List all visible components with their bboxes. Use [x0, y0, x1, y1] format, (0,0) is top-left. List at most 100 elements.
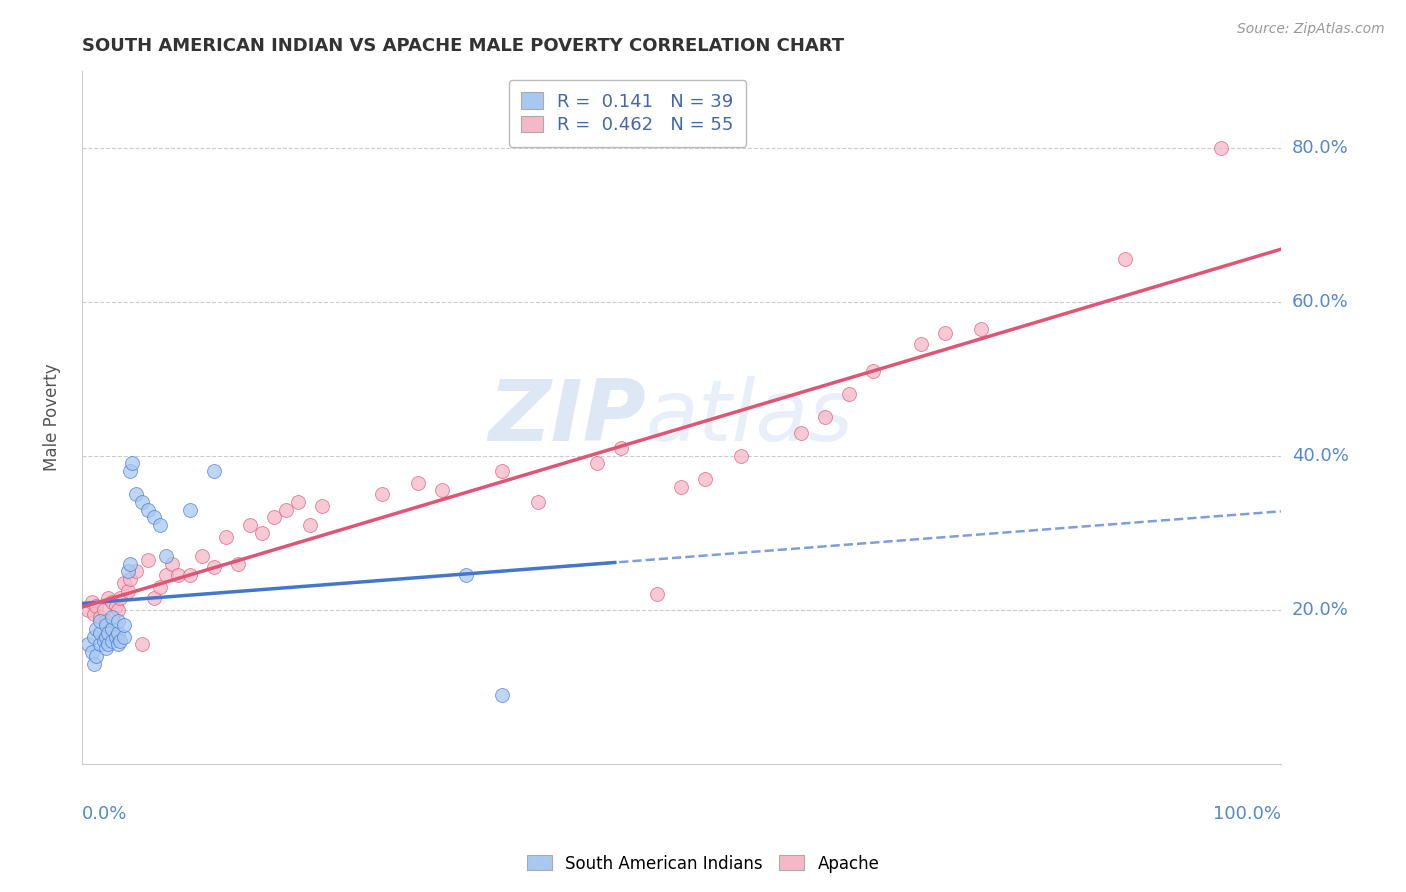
Point — [862, 364, 884, 378]
Point — [83, 630, 105, 644]
Point — [125, 487, 148, 501]
Point — [160, 557, 183, 571]
Point — [610, 441, 633, 455]
Point — [80, 595, 103, 609]
Point — [117, 583, 139, 598]
Legend: R =  0.141   N = 39, R =  0.462   N = 55: R = 0.141 N = 39, R = 0.462 N = 55 — [509, 79, 747, 147]
Point — [104, 599, 127, 613]
Point — [1114, 252, 1136, 267]
Point — [910, 337, 932, 351]
Text: 100.0%: 100.0% — [1213, 805, 1281, 823]
Point — [125, 564, 148, 578]
Point — [250, 525, 273, 540]
Legend: South American Indians, Apache: South American Indians, Apache — [520, 848, 886, 880]
Point — [118, 557, 141, 571]
Point — [77, 603, 100, 617]
Point — [287, 495, 309, 509]
Point — [107, 626, 129, 640]
Y-axis label: Male Poverty: Male Poverty — [44, 363, 60, 471]
Point — [1209, 141, 1232, 155]
Point — [110, 591, 132, 606]
Point — [202, 560, 225, 574]
Point — [155, 568, 177, 582]
Point — [970, 322, 993, 336]
Point — [112, 630, 135, 644]
Point — [77, 637, 100, 651]
Point — [586, 457, 609, 471]
Point — [239, 518, 262, 533]
Text: SOUTH AMERICAN INDIAN VS APACHE MALE POVERTY CORRELATION CHART: SOUTH AMERICAN INDIAN VS APACHE MALE POV… — [82, 37, 844, 55]
Point — [121, 457, 143, 471]
Point — [167, 568, 190, 582]
Point — [89, 615, 111, 629]
Point — [142, 510, 165, 524]
Text: 20.0%: 20.0% — [1292, 601, 1348, 619]
Point — [83, 607, 105, 621]
Point — [93, 603, 115, 617]
Point — [107, 603, 129, 617]
Point — [202, 464, 225, 478]
Point — [112, 618, 135, 632]
Point — [94, 618, 117, 632]
Text: 40.0%: 40.0% — [1292, 447, 1348, 465]
Text: 60.0%: 60.0% — [1292, 293, 1348, 310]
Point — [298, 518, 321, 533]
Point — [263, 510, 285, 524]
Point — [89, 626, 111, 640]
Point — [274, 502, 297, 516]
Point — [97, 591, 120, 606]
Point — [118, 464, 141, 478]
Point — [838, 387, 860, 401]
Point — [671, 479, 693, 493]
Point — [80, 645, 103, 659]
Point — [104, 630, 127, 644]
Point — [491, 688, 513, 702]
Point — [83, 657, 105, 671]
Point — [101, 610, 124, 624]
Point — [491, 464, 513, 478]
Text: ZIP: ZIP — [488, 376, 645, 458]
Point — [86, 648, 108, 663]
Point — [226, 557, 249, 571]
Point — [730, 449, 752, 463]
Point — [814, 410, 837, 425]
Point — [131, 495, 153, 509]
Point — [101, 622, 124, 636]
Point — [179, 568, 201, 582]
Point — [430, 483, 453, 498]
Point — [155, 549, 177, 563]
Point — [86, 622, 108, 636]
Point — [97, 626, 120, 640]
Text: 0.0%: 0.0% — [82, 805, 128, 823]
Point — [118, 572, 141, 586]
Point — [97, 637, 120, 651]
Text: 80.0%: 80.0% — [1292, 139, 1348, 157]
Point — [94, 630, 117, 644]
Point — [94, 641, 117, 656]
Point — [86, 599, 108, 613]
Point — [370, 487, 392, 501]
Point — [215, 530, 238, 544]
Point — [110, 633, 132, 648]
Point — [101, 633, 124, 648]
Point — [107, 637, 129, 651]
Point — [101, 595, 124, 609]
Point — [94, 615, 117, 629]
Point — [406, 475, 429, 490]
Point — [89, 637, 111, 651]
Point — [107, 615, 129, 629]
Point — [179, 502, 201, 516]
Point — [454, 568, 477, 582]
Text: atlas: atlas — [645, 376, 853, 458]
Point — [93, 633, 115, 648]
Point — [89, 610, 111, 624]
Point — [117, 564, 139, 578]
Point — [934, 326, 956, 340]
Point — [149, 518, 172, 533]
Text: Source: ZipAtlas.com: Source: ZipAtlas.com — [1237, 22, 1385, 37]
Point — [311, 499, 333, 513]
Point — [695, 472, 717, 486]
Point — [142, 591, 165, 606]
Point — [131, 637, 153, 651]
Point — [112, 575, 135, 590]
